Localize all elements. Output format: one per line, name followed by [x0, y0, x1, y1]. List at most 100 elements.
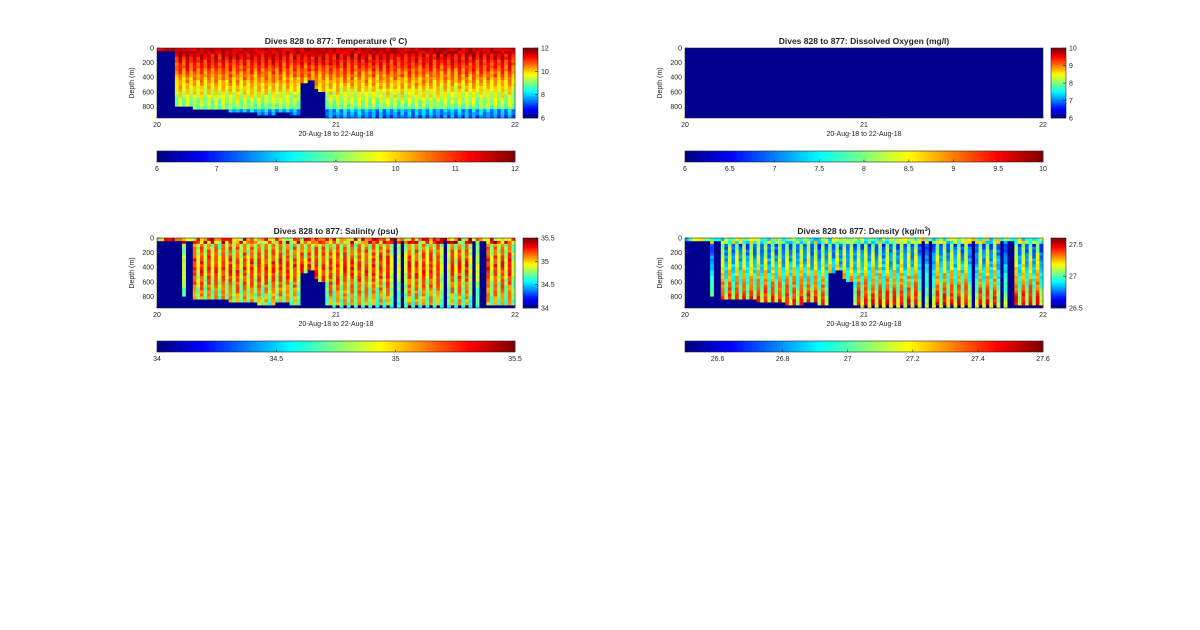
heatmap-cell — [239, 293, 244, 297]
heatmap-cell — [217, 50, 222, 55]
heatmap-cell — [446, 255, 451, 259]
heatmap-cell — [264, 53, 269, 58]
heatmap-cell — [185, 50, 190, 55]
heatmap-cell — [246, 290, 251, 294]
heatmap-cell — [432, 91, 437, 95]
heatmap-cell — [296, 302, 301, 306]
heatmap-cell — [307, 56, 312, 60]
heatmap-cell — [371, 290, 376, 294]
heatmap-cell — [450, 71, 455, 75]
heatmap-cell — [763, 278, 768, 283]
heatmap-cell — [849, 258, 854, 262]
heatmap-cell — [225, 290, 229, 294]
heatmap-cell — [731, 246, 736, 250]
heatmap-cell — [264, 284, 269, 288]
h-colorbar-tick-label: 9 — [952, 166, 956, 172]
heatmap-cell — [275, 62, 280, 66]
heatmap-cell — [332, 48, 337, 52]
heatmap-cell — [336, 293, 340, 297]
heatmap-cell — [242, 246, 247, 250]
horizontal-colorbar — [684, 150, 1044, 163]
y-axis-label: Depth (m) — [129, 67, 136, 98]
heatmap-cell — [235, 255, 240, 259]
heatmap-cell — [504, 109, 509, 113]
heatmap-cell — [443, 100, 448, 104]
heatmap-cell — [375, 65, 380, 69]
heatmap-cell — [742, 243, 747, 248]
heatmap-cell — [461, 278, 466, 283]
heatmap-cell — [497, 83, 501, 87]
heatmap-cell — [468, 94, 473, 98]
heatmap-cell — [511, 91, 516, 95]
heatmap-cell — [821, 246, 825, 250]
heatmap-cell — [346, 88, 351, 93]
heatmap-cell — [396, 83, 401, 87]
heatmap-cell — [275, 83, 280, 87]
heatmap-cell — [375, 100, 380, 104]
heatmap-cell — [196, 296, 201, 300]
heatmap-cell — [742, 275, 747, 280]
heatmap-cell — [361, 293, 365, 297]
heatmap-cell — [203, 290, 208, 294]
heatmap-cell — [842, 246, 847, 250]
heatmap-cell — [396, 77, 401, 81]
heatmap-cell — [378, 65, 383, 69]
heatmap-cell — [753, 293, 757, 297]
heatmap-cell — [489, 299, 494, 303]
heatmap-cell — [710, 284, 714, 288]
heatmap-cell — [493, 296, 498, 300]
heatmap-cell — [468, 278, 473, 283]
heatmap-cell — [454, 261, 459, 265]
heatmap-cell — [318, 77, 322, 81]
heatmap-cell — [278, 80, 283, 84]
heatmap-cell — [364, 103, 369, 107]
heatmap-cell — [404, 290, 408, 294]
heatmap-cell — [450, 56, 455, 60]
heatmap-cell — [414, 112, 419, 116]
heatmap-cell — [479, 103, 484, 107]
heatmap-cell — [228, 287, 233, 291]
heatmap-cell — [232, 106, 237, 110]
heatmap-cell — [418, 261, 423, 265]
heatmap-cell — [393, 115, 398, 119]
heatmap-cell — [493, 299, 498, 303]
heatmap-cell — [210, 258, 215, 262]
heatmap-cell — [282, 100, 287, 104]
heatmap-cell — [446, 238, 451, 242]
heatmap-cell — [482, 97, 487, 101]
heatmap-cell — [282, 53, 287, 58]
heatmap-cell — [257, 281, 262, 285]
heatmap-cell — [343, 71, 348, 75]
heatmap-cell — [350, 77, 355, 81]
heatmap-cell — [239, 83, 244, 87]
heatmap-cell — [778, 252, 782, 256]
heatmap-cell — [203, 94, 208, 98]
heatmap-cell — [260, 267, 265, 271]
heatmap-cell — [429, 62, 433, 66]
heatmap-cell — [371, 299, 376, 303]
heatmap-cell — [724, 293, 729, 297]
heatmap-cell — [763, 287, 768, 291]
heatmap-cell — [421, 56, 426, 60]
heatmap-cell — [468, 100, 473, 104]
heatmap-cell — [264, 83, 269, 87]
heatmap-cell — [411, 305, 416, 309]
heatmap-cell — [864, 240, 868, 245]
heatmap-cell — [504, 112, 509, 116]
heatmap-cell — [364, 71, 369, 75]
heatmap-cell — [174, 85, 179, 90]
heatmap-cell — [178, 50, 183, 55]
heatmap-cell — [504, 68, 509, 72]
heatmap-cell — [250, 270, 254, 274]
heatmap-cell — [210, 62, 215, 66]
heatmap-cell — [393, 83, 398, 87]
heatmap-cell — [770, 243, 775, 248]
heatmap-cell — [361, 305, 365, 309]
heatmap-cell — [486, 77, 491, 81]
heatmap-cell — [278, 62, 283, 66]
heatmap-cell — [389, 88, 394, 93]
heatmap-cell — [500, 284, 505, 288]
heatmap-cell — [828, 258, 833, 262]
heatmap-cell — [361, 278, 365, 283]
heatmap-cell — [343, 83, 348, 87]
